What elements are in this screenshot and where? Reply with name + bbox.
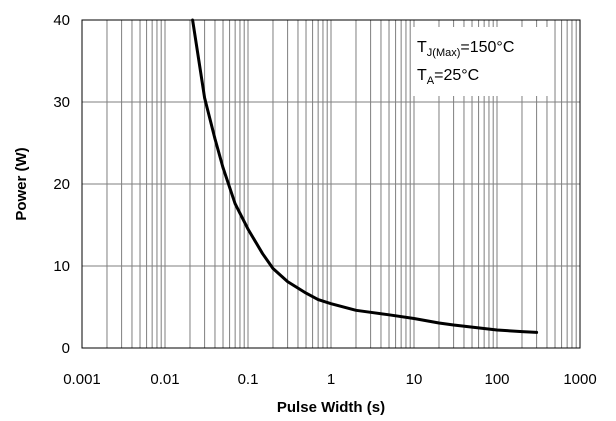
annotation-2-rest: =25°C bbox=[434, 67, 479, 84]
annotation-box bbox=[412, 27, 548, 96]
power-curve-line bbox=[191, 18, 539, 334]
y-tick-label: 0 bbox=[62, 340, 70, 357]
series-group bbox=[191, 18, 539, 334]
annotation-1-main: T bbox=[417, 39, 427, 56]
x-tick-label: 0.01 bbox=[150, 371, 179, 388]
y-tick-label: 20 bbox=[53, 176, 70, 193]
x-tick-label: 10 bbox=[406, 371, 423, 388]
annotation-1-sub: J(Max) bbox=[427, 47, 461, 59]
annotation-2-main: T bbox=[417, 67, 427, 84]
y-tick-label: 30 bbox=[53, 94, 70, 111]
x-tick-label: 1 bbox=[327, 371, 335, 388]
x-axis-title: Pulse Width (s) bbox=[277, 399, 385, 416]
y-tick-labels: 0 10 20 30 40 bbox=[53, 12, 70, 357]
conditions-annotation: TJ(Max)=150°C TA=25°C bbox=[412, 27, 548, 96]
annotation-2-sub: A bbox=[427, 75, 435, 87]
x-tick-label: 1000 bbox=[563, 371, 596, 388]
annotation-line-1: TJ(Max)=150°C bbox=[417, 39, 514, 59]
annotation-1-rest: =150°C bbox=[460, 39, 514, 56]
y-tick-label: 10 bbox=[53, 258, 70, 275]
x-tick-label: 100 bbox=[484, 371, 509, 388]
y-axis-title: Power (W) bbox=[13, 147, 30, 220]
annotation-line-2: TA=25°C bbox=[417, 67, 479, 87]
plot-border bbox=[81, 19, 581, 349]
x-tick-labels: 0.001 0.01 0.1 1 10 100 1000 bbox=[63, 371, 596, 388]
y-tick-label: 40 bbox=[53, 12, 70, 29]
x-tick-label: 0.1 bbox=[238, 371, 259, 388]
x-tick-label: 0.001 bbox=[63, 371, 101, 388]
